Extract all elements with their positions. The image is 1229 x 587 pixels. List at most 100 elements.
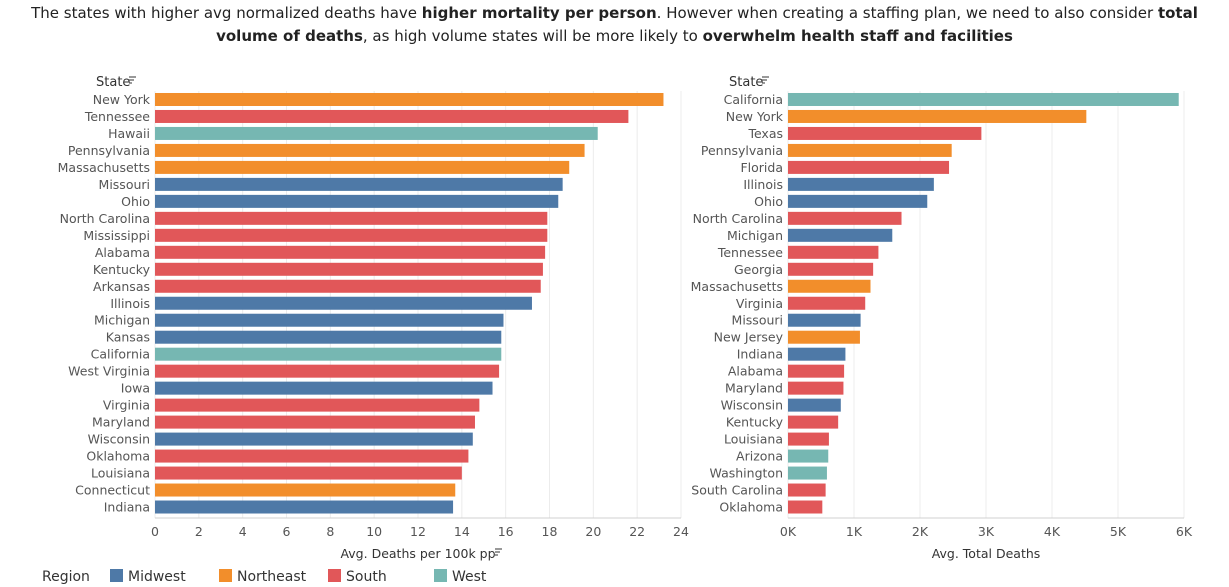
chart1-category-label: Maryland	[92, 415, 150, 430]
chart1-bar-ohio	[155, 194, 559, 208]
chart2-bar-virginia	[788, 296, 866, 310]
chart1-category-label: Kansas	[106, 330, 150, 345]
chart2-bar-florida	[788, 160, 950, 174]
chart1-category-label: Indiana	[104, 500, 150, 515]
chart2-category-label: Florida	[740, 160, 783, 175]
chart2-bar-alabama	[788, 364, 845, 378]
legend-swatch-midwest	[110, 569, 123, 582]
chart2-category-label: New Jersey	[714, 330, 784, 345]
chart2-x-axis-label: Avg. Total Deaths	[932, 546, 1041, 561]
chart1-category-label: Mississippi	[83, 228, 150, 243]
chart1-bar-louisiana	[155, 466, 462, 480]
chart1-x-axis-sort-icon	[495, 548, 502, 556]
chart1-tick-label: 16	[498, 524, 514, 539]
legend-item-midwest[interactable]: Midwest	[110, 569, 186, 585]
chart2-category-label: Maryland	[725, 381, 783, 396]
chart1-tick-label: 0	[151, 524, 159, 539]
chart1-category-label: Tennessee	[84, 109, 150, 124]
chart2-category-label: Texas	[747, 126, 783, 141]
legend-label-midwest: Midwest	[128, 569, 186, 585]
chart2-bar-louisiana	[788, 432, 829, 446]
chart2-tick-label: 1K	[846, 524, 863, 539]
chart2-bar-illinois	[788, 177, 934, 191]
chart2-bar-wisconsin	[788, 398, 841, 412]
chart2-bar-california	[788, 92, 1179, 106]
chart1-category-label: Wisconsin	[88, 432, 150, 447]
chart2-category-label: Illinois	[743, 177, 783, 192]
chart2-bar-missouri	[788, 313, 861, 327]
chart1-category-label: Kentucky	[93, 262, 151, 277]
chart1-row-header: State	[96, 75, 130, 90]
chart2-bar-arizona	[788, 449, 829, 463]
chart2-bar-new-jersey	[788, 330, 860, 344]
chart1-tick-label: 2	[195, 524, 203, 539]
chart2-category-label: North Carolina	[693, 211, 783, 226]
chart1-tick-label: 10	[366, 524, 382, 539]
chart1-tick-label: 14	[454, 524, 470, 539]
chart2-category-label: Ohio	[754, 194, 783, 209]
chart1-tick-label: 24	[673, 524, 689, 539]
chart2-category-label: California	[724, 92, 783, 107]
chart2-row-header: State	[729, 75, 763, 90]
legend-swatch-northeast	[219, 569, 232, 582]
chart1-bar-pennsylvania	[155, 143, 585, 157]
chart1-bar-connecticut	[155, 483, 456, 497]
chart1-bar-illinois	[155, 296, 532, 310]
chart2-category-label: South Carolina	[691, 483, 783, 498]
chart1-category-label: Missouri	[99, 177, 150, 192]
headline-text-3: , as high volume states will be more lik…	[362, 27, 703, 45]
chart1-bar-kentucky	[155, 262, 543, 276]
chart1-category-label: North Carolina	[60, 211, 150, 226]
charts-canvas: State New York Tennessee Hawaii Pennsylvania…	[58, 75, 1193, 561]
chart1-bar-north-carolina	[155, 211, 548, 225]
chart2-category-label: Virginia	[736, 296, 783, 311]
chart2-category-label: Alabama	[728, 364, 783, 379]
chart1-category-label: Iowa	[121, 381, 150, 396]
legend-label-south: South	[346, 569, 387, 585]
chart1-bar-west-virginia	[155, 364, 500, 378]
chart2-bar-ohio	[788, 194, 928, 208]
headline-bold-2: total volume of deaths	[216, 4, 1198, 45]
chart2-row-header-sort-icon	[762, 76, 769, 84]
chart2-bar-tennessee	[788, 245, 879, 259]
chart2-category-label: Georgia	[734, 262, 783, 277]
legend-label-northeast: Northeast	[237, 569, 307, 585]
chart1-category-label: Ohio	[121, 194, 150, 209]
chart1-category-label: Massachusetts	[58, 160, 150, 175]
chart1-tick-label: 22	[629, 524, 645, 539]
chart1-bar-virginia	[155, 398, 480, 412]
chart1-x-axis-label: Avg. Deaths per 100k pp	[340, 546, 495, 561]
legend-item-south[interactable]: South	[328, 569, 387, 585]
headline-bold-1: higher mortality per person	[421, 4, 657, 22]
chart2-tick-label: 4K	[1044, 524, 1061, 539]
headline-text-2: . However when creating a staffing plan,…	[656, 4, 1158, 22]
chart1-category-label: New York	[93, 92, 151, 107]
chart1-bar-new-york	[155, 92, 664, 106]
chart1-category-label: Hawaii	[108, 126, 150, 141]
chart-headline: The states with higher avg normalized de…	[0, 2, 1229, 48]
chart2-category-label: Michigan	[727, 228, 783, 243]
chart1-bar-tennessee	[155, 109, 629, 123]
chart1-tick-label: 18	[542, 524, 558, 539]
chart2-category-label: Washington	[710, 466, 783, 481]
chart2-category-label: Missouri	[732, 313, 783, 328]
chart2-tick-label: 2K	[912, 524, 929, 539]
chart1-category-label: Oklahoma	[86, 449, 150, 464]
chart1-bar-maryland	[155, 415, 475, 429]
chart1-category-label: Connecticut	[75, 483, 150, 498]
chart2-bar-oklahoma	[788, 500, 823, 514]
chart1-category-label: Alabama	[95, 245, 150, 260]
chart2-tick-label: 0K	[780, 524, 797, 539]
chart2-category-label: Tennessee	[717, 245, 783, 260]
chart2-bar-kentucky	[788, 415, 839, 429]
chart1-row-header-sort-icon	[129, 76, 136, 84]
chart1-category-label: West Virginia	[68, 364, 150, 379]
chart1-bar-oklahoma	[155, 449, 469, 463]
chart1-category-label: Louisiana	[91, 466, 150, 481]
chart1-bar-hawaii	[155, 126, 598, 140]
legend-item-west[interactable]: West	[434, 569, 486, 585]
legend-item-northeast[interactable]: Northeast	[219, 569, 306, 585]
legend-label-west: West	[452, 569, 487, 585]
chart2-bar-indiana	[788, 347, 846, 361]
chart1-bar-wisconsin	[155, 432, 473, 446]
